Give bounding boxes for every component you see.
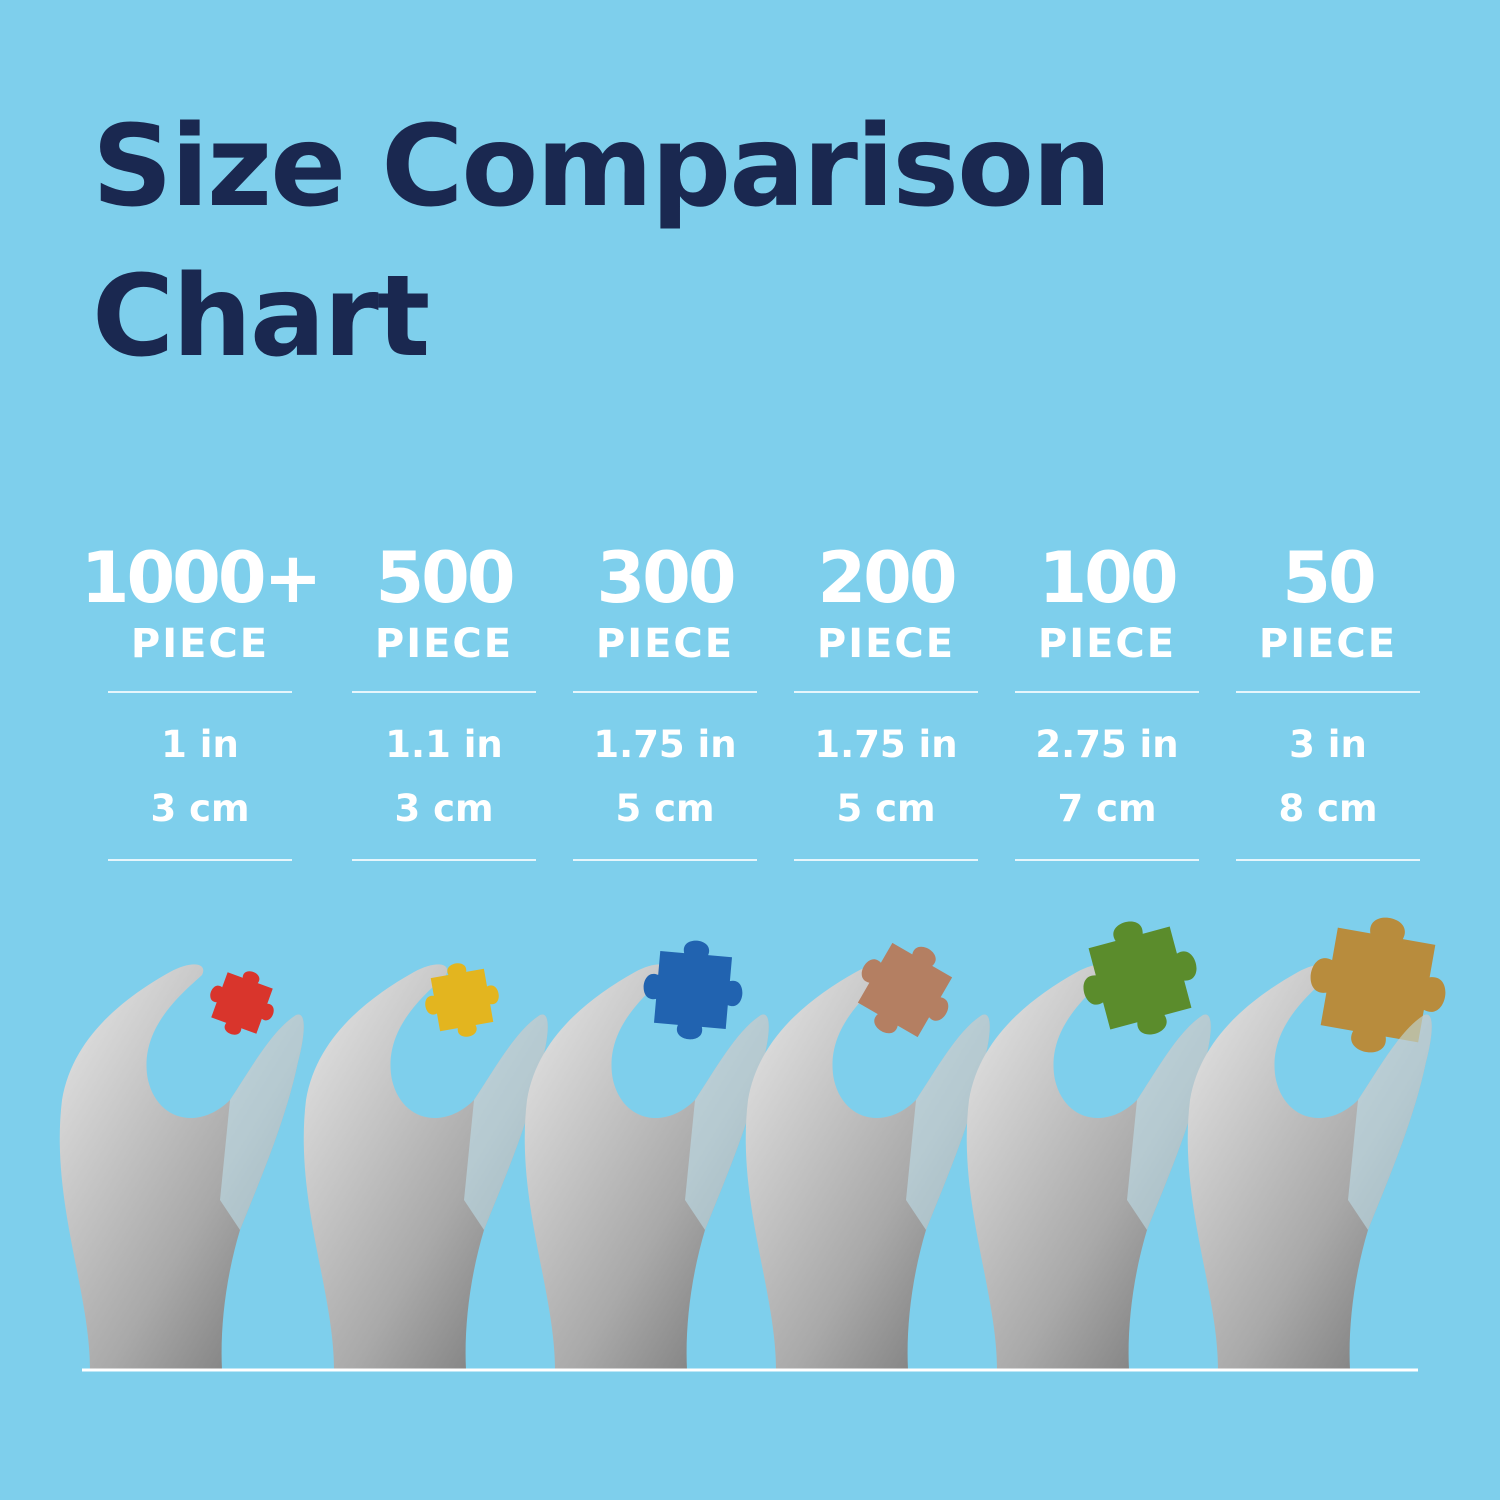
hand: [966, 964, 1211, 1370]
thumb: [464, 1014, 548, 1230]
puzzle-piece-icon: [1299, 906, 1457, 1064]
hand-shape: [966, 964, 1211, 1370]
size-column: 500 PIECE 1.1 in 3 cm: [352, 535, 536, 861]
thumb: [1348, 1014, 1432, 1230]
divider: [1236, 691, 1420, 693]
divider: [794, 859, 978, 861]
piece-count: 100: [1038, 537, 1178, 619]
piece-label: PIECE: [1258, 621, 1398, 667]
size-cm: 3 cm: [150, 787, 250, 830]
size-cm: 3 cm: [394, 787, 494, 830]
divider: [1015, 859, 1199, 861]
hand-shape: [303, 964, 548, 1370]
piece-label: PIECE: [1037, 621, 1177, 667]
puzzle-piece-icon: [639, 936, 747, 1044]
piece-size: 1.75 in 5 cm: [573, 693, 757, 859]
size-inches: 1.75 in: [814, 723, 958, 766]
divider: [108, 691, 292, 693]
piece-count: 200: [817, 537, 957, 619]
piece-size: 1 in 3 cm: [108, 693, 292, 859]
piece-count: 1000+: [80, 537, 322, 619]
divider: [352, 859, 536, 861]
divider: [352, 691, 536, 693]
title-line-1: Size Comparison: [92, 102, 1112, 232]
size-inches: 1.75 in: [593, 723, 737, 766]
piece-size: 1.1 in 3 cm: [352, 693, 536, 859]
divider: [1236, 859, 1420, 861]
piece-count: 50: [1282, 537, 1376, 619]
piece-size: 1.75 in 5 cm: [794, 693, 978, 859]
size-column: 200 PIECE 1.75 in 5 cm: [794, 535, 978, 861]
divider: [794, 691, 978, 693]
size-column: 50 PIECE 3 in 8 cm: [1236, 535, 1420, 861]
thumb: [220, 1014, 304, 1230]
hand: [1187, 964, 1432, 1370]
size-cm: 5 cm: [615, 787, 715, 830]
puzzle-piece-icon: [199, 960, 285, 1046]
divider: [1015, 691, 1199, 693]
piece-label: PIECE: [374, 621, 514, 667]
thumb: [1127, 1014, 1211, 1230]
hand-shape: [1187, 964, 1432, 1370]
size-cm: 5 cm: [836, 787, 936, 830]
size-inches: 1 in: [161, 723, 239, 766]
hand-shape: [524, 964, 769, 1370]
size-column: 300 PIECE 1.75 in 5 cm: [573, 535, 757, 861]
piece-label: PIECE: [816, 621, 956, 667]
size-inches: 1.1 in: [385, 723, 503, 766]
size-column: 100 PIECE 2.75 in 7 cm: [1015, 535, 1199, 861]
piece-size: 2.75 in 7 cm: [1015, 693, 1199, 859]
size-inches: 3 in: [1289, 723, 1367, 766]
size-cm: 7 cm: [1057, 787, 1157, 830]
hand: [303, 964, 548, 1370]
piece-label: PIECE: [595, 621, 735, 667]
thumb: [906, 1014, 990, 1230]
piece-size: 3 in 8 cm: [1236, 693, 1420, 859]
piece-count: 500: [375, 537, 515, 619]
divider: [573, 691, 757, 693]
size-inches: 2.75 in: [1035, 723, 1179, 766]
hand: [524, 964, 769, 1370]
divider: [573, 859, 757, 861]
hand: [59, 964, 304, 1370]
thumb: [685, 1014, 769, 1230]
divider: [108, 859, 292, 861]
piece-count: 300: [596, 537, 736, 619]
title-line-2: Chart: [92, 252, 430, 382]
size-column: 1000+ PIECE 1 in 3 cm: [81, 535, 322, 861]
piece-label: PIECE: [130, 621, 270, 667]
page-title: Size Comparison Chart: [92, 92, 1112, 392]
hand-shape: [59, 964, 304, 1370]
hand-shape: [745, 964, 990, 1370]
hand: [745, 964, 990, 1370]
size-cm: 8 cm: [1278, 787, 1378, 830]
